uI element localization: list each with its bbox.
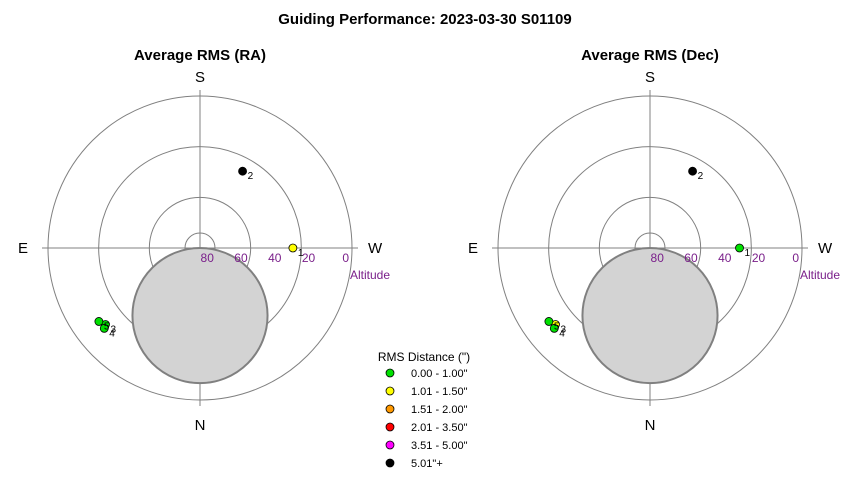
data-point-label: 2 [248,171,254,182]
legend-swatch [385,368,395,378]
compass-bottom: N [195,417,206,434]
moon-disc [581,246,719,385]
compass-left: E [18,240,28,257]
legend-swatch [385,440,395,450]
legend-item-label: 0.00 - 1.00" [411,368,468,380]
chart-title: Guiding Performance: 2023-03-30 S01109 [278,11,571,28]
moon-disc [131,246,269,385]
data-point-4 [99,323,109,333]
altitude-tick-label: 20 [302,251,316,265]
altitude-tick-label: 60 [684,251,698,265]
data-point-label: 2 [698,171,704,182]
altitude-axis-label: Altitude [350,268,390,282]
data-point-5 [94,317,104,326]
altitude-axis-label: Altitude [800,268,840,282]
legend-item-label: 3.51 - 5.00" [411,440,468,452]
plot-title-ra: Average RMS (RA) [134,47,266,64]
altitude-tick-label: 20 [752,251,766,265]
legend-title: RMS Distance (") [378,350,470,364]
altitude-tick-label: 60 [234,251,248,265]
data-point-label: 1 [298,248,304,259]
compass-right: W [818,240,833,257]
legend: RMS Distance (") 0.00 - 1.00" 1.01 - 1.50… [378,350,470,470]
data-point-label: 3 [110,325,116,336]
data-point-4 [549,323,559,333]
data-point-5 [544,317,554,326]
legend-item-label: 1.01 - 1.50" [411,386,468,398]
legend-swatch [385,458,395,468]
plot-title-dec: Average RMS (Dec) [581,47,719,64]
data-point-label: 3 [560,325,566,336]
compass-top: S [195,69,205,86]
altitude-tick-label: 80 [651,251,665,265]
data-point-1 [735,243,744,253]
legend-item-label: 5.01"+ [411,458,443,470]
data-point-label: 1 [745,248,751,259]
legend-swatch [385,422,395,432]
data-point-2 [238,166,247,176]
altitude-tick-label: 80 [201,251,215,265]
data-point-1 [288,243,298,253]
legend-swatch [385,386,395,396]
legend-item-label: 2.01 - 3.50" [411,422,468,434]
compass-top: S [645,69,655,86]
altitude-tick-label: 40 [268,251,282,265]
compass-right: W [368,240,383,257]
altitude-tick-label: 40 [718,251,732,265]
data-point-label: 4 [109,328,115,339]
data-point-2 [688,166,697,176]
data-point-label: 4 [559,328,565,339]
legend-item-label: 1.51 - 2.00" [411,404,468,416]
compass-bottom: N [645,417,656,434]
data-point-label: 5 [104,321,110,332]
legend-swatch [385,404,395,414]
altitude-tick-label: 0 [792,251,799,265]
data-point-label: 5 [554,321,560,332]
altitude-tick-label: 0 [342,251,349,265]
compass-left: E [468,240,478,257]
